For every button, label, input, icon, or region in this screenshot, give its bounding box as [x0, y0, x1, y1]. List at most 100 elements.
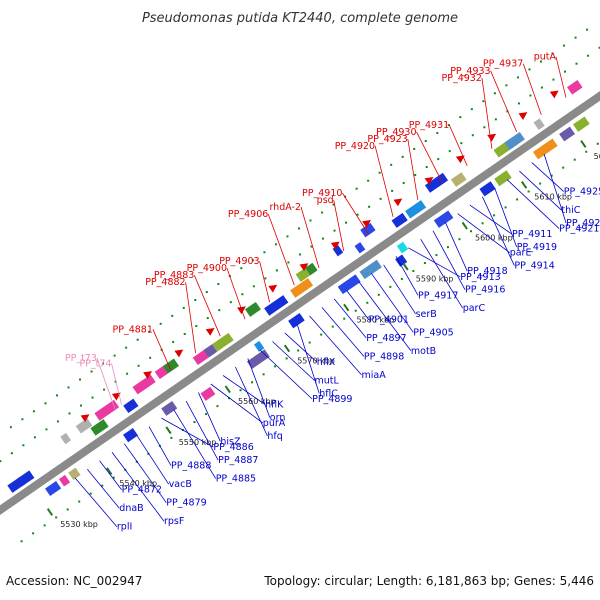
label-leader: [96, 357, 116, 410]
highlight-marker: [455, 155, 465, 164]
row-dot: [573, 158, 576, 161]
row-dot: [355, 187, 358, 190]
row-dot: [574, 36, 577, 39]
label-leader: [374, 145, 394, 217]
label-leader: [247, 358, 271, 418]
gene-block: [573, 116, 590, 132]
scale-tick: [402, 262, 409, 271]
label-leader: [296, 324, 320, 394]
row-dot: [563, 44, 566, 47]
row-dot: [172, 340, 175, 343]
label-leader: [333, 298, 367, 339]
gene-block: [433, 210, 454, 228]
row-dot: [285, 357, 288, 360]
row-dot: [32, 410, 35, 413]
row-dot: [539, 182, 542, 185]
label-leader: [193, 275, 221, 337]
row-dot: [354, 309, 357, 312]
label-leader: [235, 366, 268, 437]
label-leader: [420, 238, 464, 309]
gene-block: [161, 400, 178, 416]
highlight-marker: [487, 133, 497, 142]
gene-label: PP_4879: [166, 498, 206, 509]
row-dot: [575, 62, 578, 65]
label-leader: [494, 187, 518, 248]
label-leader: [416, 131, 443, 184]
label-leader: [490, 70, 517, 132]
row-dot: [564, 70, 567, 73]
row-dot: [204, 413, 207, 416]
gene-block: [68, 467, 81, 481]
gene-label: PP_4921: [559, 224, 599, 235]
row-dot: [333, 229, 336, 232]
row-dot: [390, 163, 393, 166]
row-dot: [171, 314, 174, 317]
row-dot: [310, 245, 313, 248]
row-dot: [217, 283, 220, 286]
gene-block: [203, 344, 218, 358]
highlight-marker: [205, 327, 215, 336]
row-dot: [412, 269, 415, 272]
row-dot: [182, 306, 185, 309]
row-dot: [343, 317, 346, 320]
gene-label: parC: [463, 303, 486, 314]
row-dot: [586, 28, 589, 31]
row-dot: [43, 524, 46, 527]
gene-block: [405, 200, 427, 219]
gene-block: [212, 332, 234, 352]
scale-tick: [283, 344, 291, 353]
highlight-marker: [111, 392, 121, 401]
gene-block: [396, 241, 409, 254]
gene-block: [253, 340, 265, 352]
label-leader: [543, 153, 567, 224]
gene-label: hflK: [265, 400, 284, 411]
row-dot: [136, 338, 139, 341]
row-dot: [45, 428, 48, 431]
label-leader: [444, 222, 468, 272]
row-dot: [264, 277, 267, 280]
gene-label: PP_4930: [376, 127, 416, 138]
label-leader: [123, 443, 167, 503]
gene-block: [132, 374, 156, 395]
gene-block: [288, 312, 305, 329]
row-dot: [332, 203, 335, 206]
gene-label: mutL: [315, 376, 340, 387]
map-title: Pseudomonas putida KT2440, complete geno…: [142, 11, 458, 26]
row-dot: [286, 235, 289, 238]
genome-backbone: [0, 91, 600, 515]
row-dot: [251, 259, 254, 262]
row-dot: [458, 238, 461, 241]
row-dot: [125, 346, 128, 349]
summary-text: Topology: circular; Length: 6,181,863 bp…: [263, 574, 594, 588]
highlight-marker: [424, 176, 434, 185]
gene-block: [479, 181, 496, 197]
gene-block: [162, 358, 179, 374]
label-leader: [358, 281, 412, 352]
label-leader: [457, 213, 510, 254]
highlight-marker: [174, 349, 184, 358]
label-leader: [226, 268, 246, 320]
row-dot: [423, 262, 426, 265]
row-dot: [596, 142, 599, 145]
label-leader: [222, 375, 266, 405]
gene-label: orn: [270, 413, 286, 424]
row-dot: [56, 420, 59, 423]
gene-label: hflC: [319, 388, 338, 399]
row-dot: [585, 150, 588, 153]
label-leader: [267, 213, 295, 286]
gene-block: [567, 80, 583, 95]
gene-label: hflX: [317, 357, 336, 368]
gene-label: rplI: [117, 522, 132, 533]
gene-label: PP_t74: [79, 358, 111, 369]
label-leader: [300, 206, 320, 269]
scale-label: 5610 kbp: [534, 193, 572, 202]
row-dot: [147, 452, 150, 455]
gene-label: thiC: [561, 205, 580, 216]
row-dot: [194, 298, 197, 301]
gene-label: PP_4914: [514, 261, 554, 272]
row-dot: [32, 532, 35, 535]
row-dot: [322, 237, 325, 240]
gene-label: PP_4924: [566, 218, 600, 229]
row-dot: [389, 285, 392, 288]
label-leader: [161, 417, 214, 448]
